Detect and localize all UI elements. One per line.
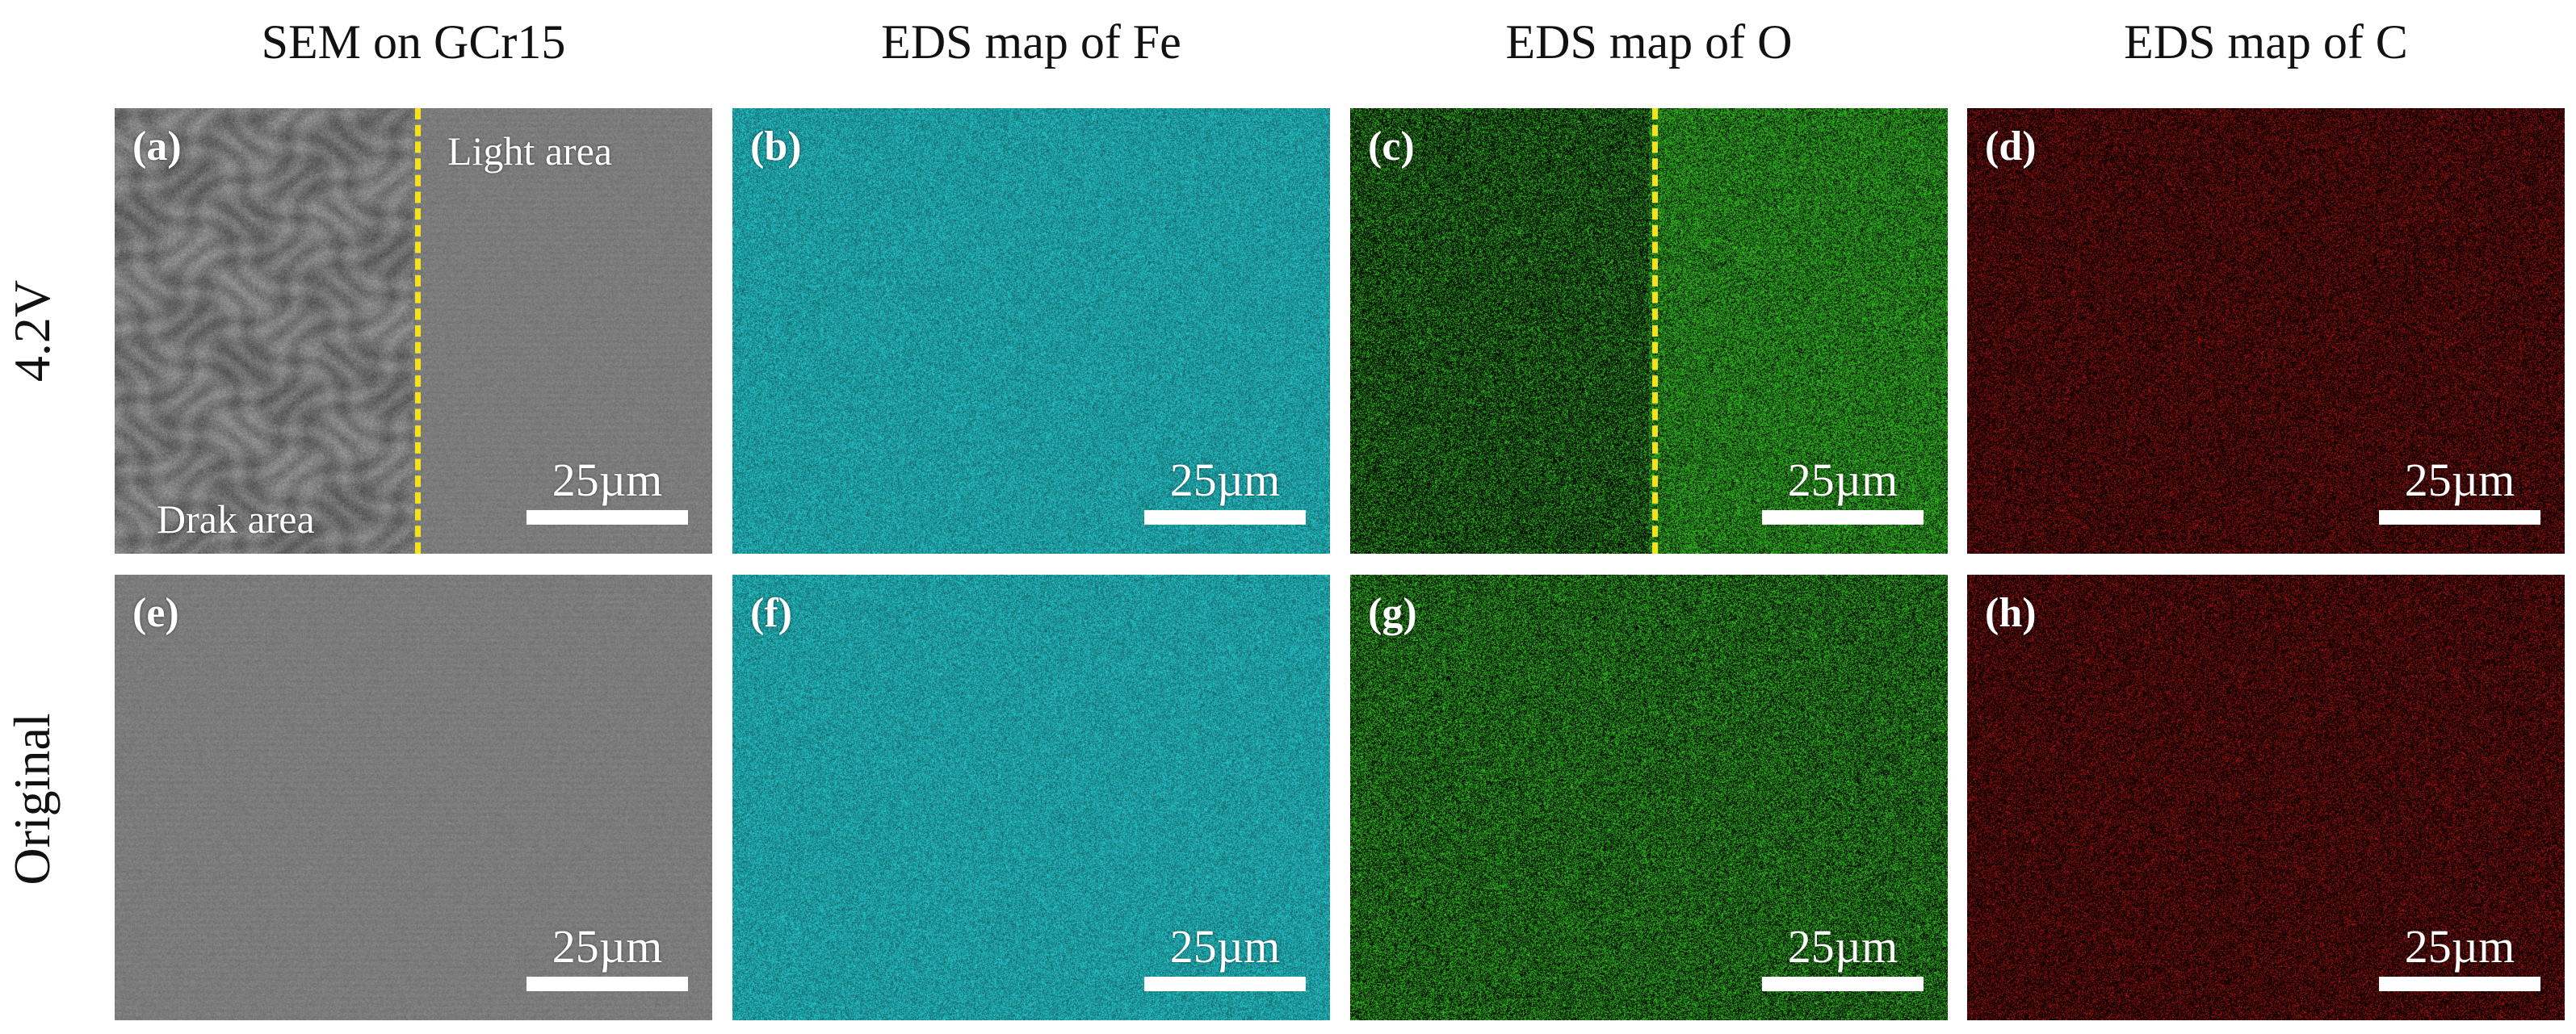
fe-map-4-2v (732, 108, 1330, 554)
panel-e-sem-original: (e) 25µm (115, 575, 712, 1020)
panel-f-fe-original: (f) 25µm (732, 575, 1330, 1020)
panel-label-c: (c) (1368, 123, 1415, 170)
scale-line-a (527, 510, 688, 525)
scale-text-b: 25µm (1169, 454, 1281, 506)
column-header-fe: EDS map of Fe (881, 15, 1181, 69)
scale-bar-h: 25µm (2379, 923, 2540, 991)
light-area-label: Light area (447, 128, 613, 174)
row-label-original: Original (3, 713, 61, 885)
boundary-dashed-line-c (1652, 108, 1658, 554)
scale-text-d: 25µm (2404, 454, 2515, 506)
c-map-original (1967, 575, 2565, 1020)
boundary-dashed-line (415, 108, 421, 554)
dark-area-label: Drak area (157, 496, 315, 542)
row-label-4-2v: 4.2V (3, 279, 61, 383)
scale-line-d (2379, 510, 2540, 525)
sem-image-original (115, 575, 712, 1020)
o-map-4-2v (1350, 108, 1948, 554)
panel-label-b: (b) (750, 123, 802, 170)
scale-line-f (1144, 977, 1306, 991)
scale-line-c (1762, 510, 1924, 525)
panel-c-o-4-2v: (c) 25µm (1350, 108, 1948, 554)
scale-line-b (1144, 510, 1306, 525)
scale-text-h: 25µm (2404, 920, 2515, 973)
scale-line-e (527, 977, 688, 991)
scale-text-g: 25µm (1787, 920, 1898, 973)
sem-image-4-2v (115, 108, 712, 554)
panel-label-a: (a) (132, 123, 182, 170)
scale-text-e: 25µm (552, 920, 663, 973)
scale-line-h (2379, 977, 2540, 991)
scale-bar-d: 25µm (2379, 457, 2540, 525)
panel-label-d: (d) (1985, 123, 2037, 170)
scale-bar-c: 25µm (1762, 457, 1924, 525)
scale-text-f: 25µm (1169, 920, 1281, 973)
scale-text-c: 25µm (1787, 454, 1898, 506)
panel-g-o-original: (g) 25µm (1350, 575, 1948, 1020)
scale-bar-e: 25µm (527, 923, 688, 991)
panel-label-h: (h) (1985, 590, 2037, 636)
panel-h-c-original: (h) 25µm (1967, 575, 2565, 1020)
scale-bar-a: 25µm (527, 457, 688, 525)
panel-label-g: (g) (1368, 590, 1417, 636)
panel-label-f: (f) (750, 590, 792, 636)
fe-map-original (732, 575, 1330, 1020)
panel-label-e: (e) (132, 590, 179, 636)
scale-text-a: 25µm (552, 454, 663, 506)
column-header-o: EDS map of O (1505, 15, 1793, 69)
o-map-original (1350, 575, 1948, 1020)
panel-a-sem-4-2v: (a) Light area Drak area 25µm (115, 108, 712, 554)
column-header-c: EDS map of C (2124, 15, 2408, 69)
scale-bar-b: 25µm (1144, 457, 1306, 525)
panel-b-fe-4-2v: (b) 25µm (732, 108, 1330, 554)
scale-line-g (1762, 977, 1924, 991)
c-map-4-2v (1967, 108, 2565, 554)
scale-bar-f: 25µm (1144, 923, 1306, 991)
panel-d-c-4-2v: (d) 25µm (1967, 108, 2565, 554)
scale-bar-g: 25µm (1762, 923, 1924, 991)
column-header-sem: SEM on GCr15 (261, 15, 566, 69)
